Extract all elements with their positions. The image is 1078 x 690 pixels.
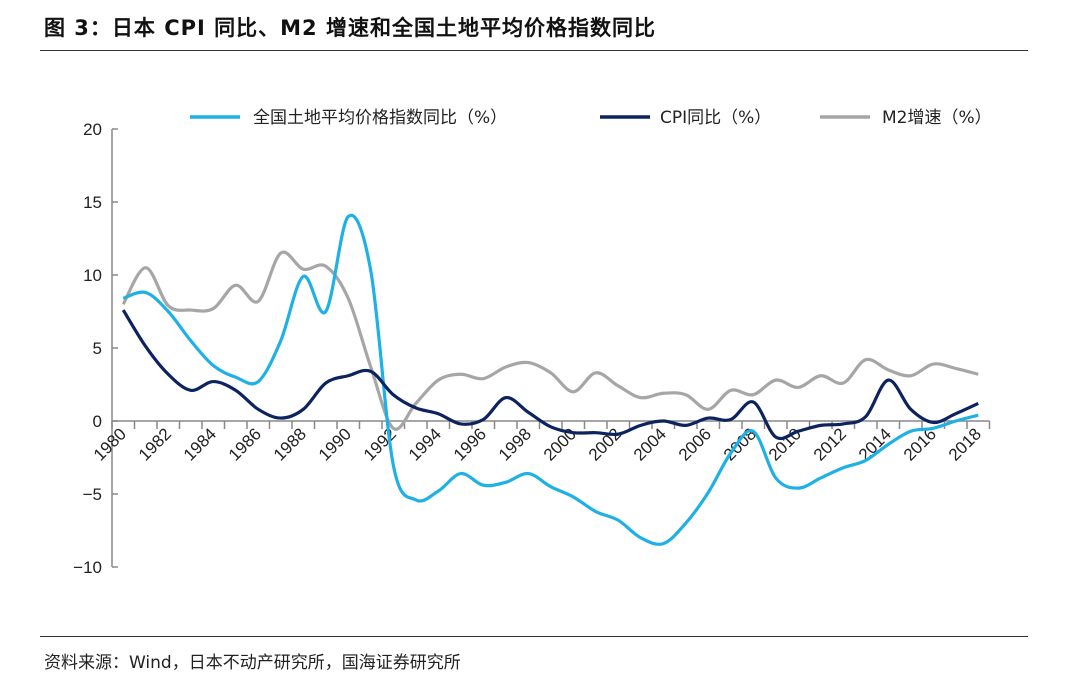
x-tick-label: 1996 — [450, 424, 490, 464]
series-line-0 — [122, 213, 979, 546]
x-tick-label: 1994 — [405, 424, 445, 464]
legend-label-2: M2增速（%） — [882, 108, 992, 128]
title-divider — [40, 50, 1028, 51]
y-tick-label: 20 — [83, 120, 102, 139]
x-tick-label: 2002 — [585, 424, 625, 464]
x-tick-label: 1988 — [270, 424, 310, 464]
y-tick-label: −5 — [83, 485, 102, 504]
y-tick-label: 15 — [83, 193, 102, 212]
source-divider — [40, 636, 1028, 637]
series-line-1 — [121, 309, 979, 441]
x-tick-label: 1986 — [225, 424, 265, 464]
x-tick-label: 2006 — [675, 424, 715, 464]
series-line-2 — [121, 250, 979, 431]
y-tick-label: 5 — [93, 339, 102, 358]
chart-title: 图 3：日本 CPI 同比、M2 增速和全国土地平均价格指数同比 — [44, 16, 656, 40]
x-tick-label: 1984 — [180, 424, 220, 464]
x-tick-label: 2012 — [810, 424, 850, 464]
x-tick-label: 1990 — [315, 424, 355, 464]
y-tick-label: 0 — [93, 412, 102, 431]
x-tick-label: 2004 — [630, 424, 670, 464]
x-tick-label: 1998 — [495, 424, 535, 464]
legend-label-1: CPI同比（%） — [660, 108, 771, 128]
x-tick-label: 2018 — [945, 424, 985, 464]
source-note: 资料来源：Wind，日本不动产研究所，国海证券研究所 — [44, 653, 461, 673]
y-tick-label: 10 — [83, 266, 102, 285]
legend-label-0: 全国土地平均价格指数同比（%） — [253, 108, 507, 128]
y-tick-label: −10 — [73, 558, 102, 577]
x-tick-label: 1982 — [135, 424, 175, 464]
